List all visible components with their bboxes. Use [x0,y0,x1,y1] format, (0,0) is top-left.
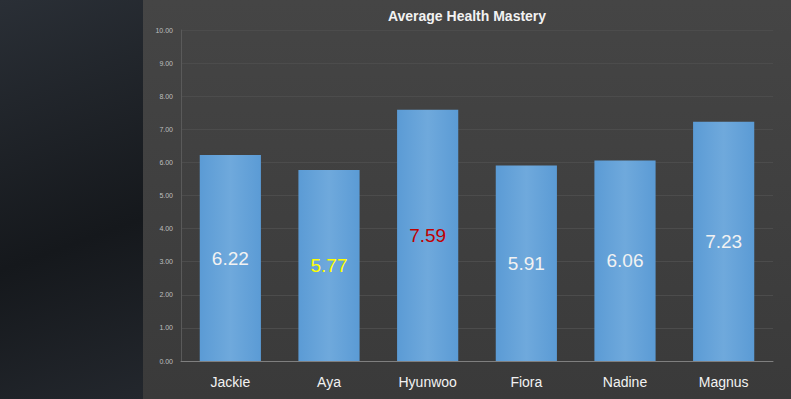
svg-text:7.23: 7.23 [705,231,742,252]
svg-text:2.00: 2.00 [159,291,173,298]
svg-text:7.59: 7.59 [409,225,446,246]
svg-text:5.91: 5.91 [508,253,545,274]
svg-text:Magnus: Magnus [699,374,749,390]
svg-text:Nadine: Nadine [603,374,648,390]
svg-text:6.06: 6.06 [607,250,644,271]
svg-text:1.00: 1.00 [159,324,173,331]
svg-text:0.00: 0.00 [159,358,173,365]
svg-text:Hyunwoo: Hyunwoo [398,374,457,390]
svg-text:Jackie: Jackie [210,374,250,390]
svg-text:6.00: 6.00 [159,159,173,166]
svg-text:3.00: 3.00 [159,258,173,265]
svg-text:8.00: 8.00 [159,93,173,100]
svg-text:7.00: 7.00 [159,126,173,133]
svg-text:10.00: 10.00 [155,27,173,34]
svg-text:Fiora: Fiora [510,374,542,390]
svg-text:6.22: 6.22 [212,248,249,269]
svg-text:Average Health Mastery: Average Health Mastery [388,8,546,24]
svg-text:9.00: 9.00 [159,60,173,67]
svg-text:Aya: Aya [317,374,341,390]
svg-text:5.00: 5.00 [159,192,173,199]
svg-text:5.77: 5.77 [311,255,348,276]
svg-text:4.00: 4.00 [159,225,173,232]
